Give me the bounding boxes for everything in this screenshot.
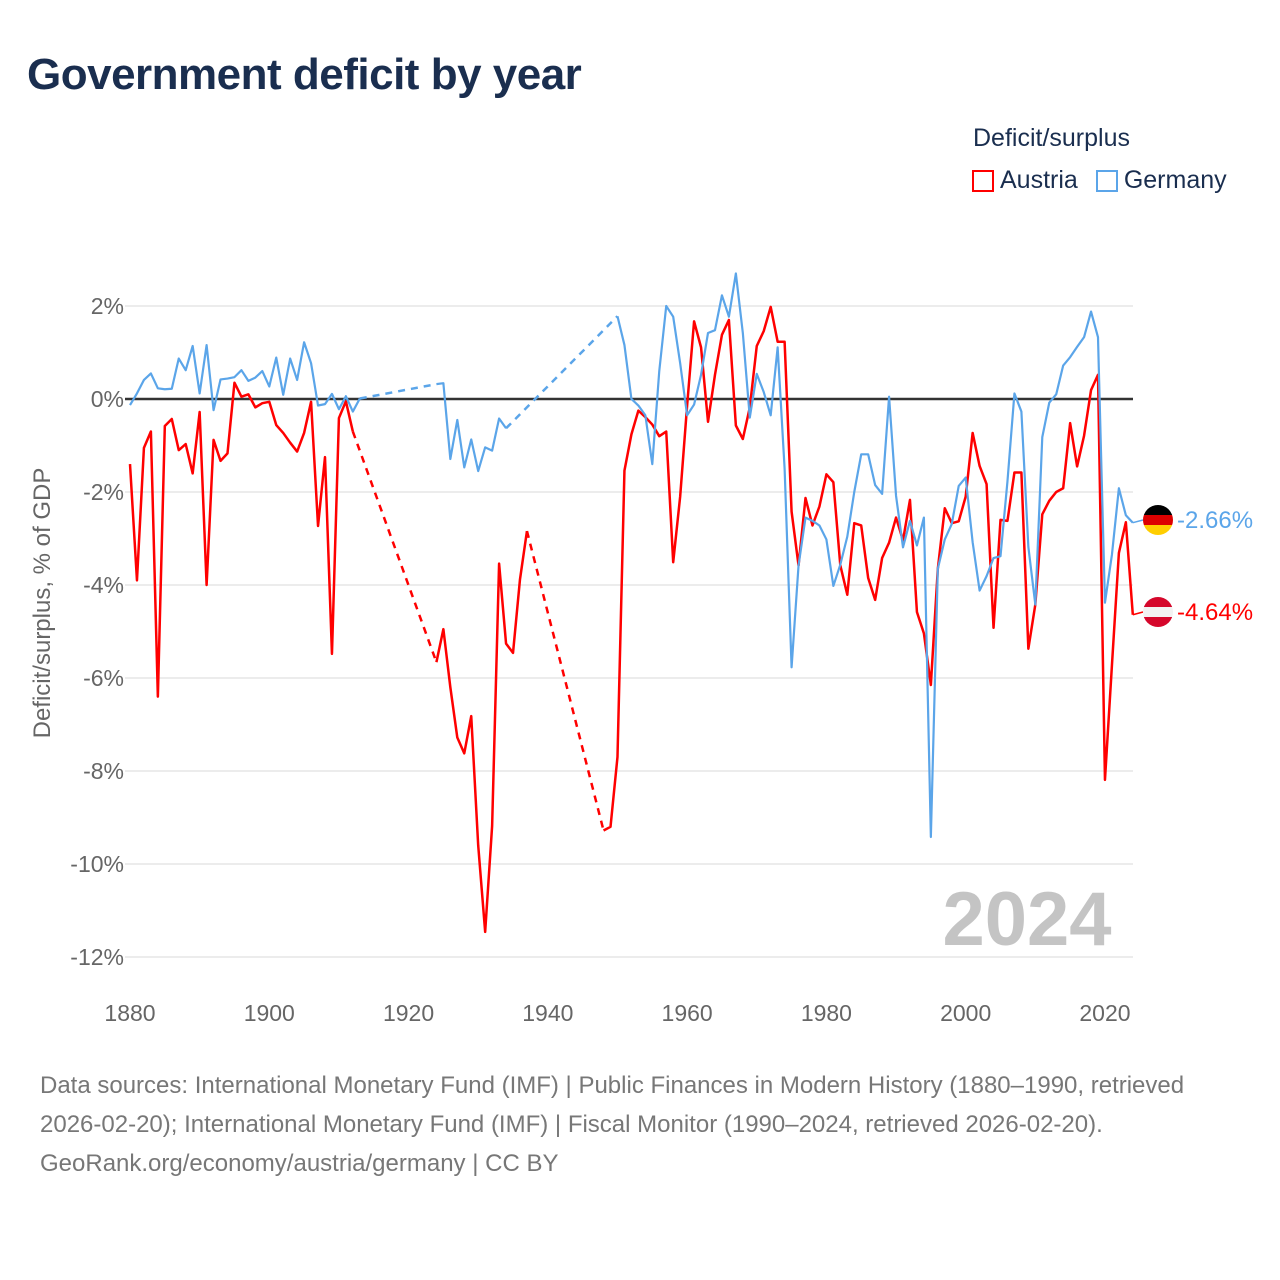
austria-flag-icon bbox=[1143, 597, 1173, 627]
austria-series-line bbox=[435, 530, 529, 934]
germany-flag-icon bbox=[1143, 505, 1173, 535]
germany-end-value: -2.66% bbox=[1177, 507, 1253, 534]
legend: Austria Germany bbox=[972, 166, 1227, 195]
austria-end-connector bbox=[1132, 611, 1144, 616]
legend-label-germany: Germany bbox=[1123, 166, 1227, 194]
austria-gap-dashed-line bbox=[525, 530, 605, 831]
footer: Data sources: International Monetary Fun… bbox=[40, 1066, 1240, 1183]
y-tick-label: -2% bbox=[83, 479, 124, 505]
y-tick-label: 2% bbox=[91, 293, 124, 319]
germany-gap-dashed-line bbox=[505, 315, 619, 430]
data-sources: Data sources: International Monetary Fun… bbox=[40, 1072, 1185, 1138]
germany-end-connector bbox=[1132, 519, 1144, 524]
gridlines bbox=[125, 305, 1133, 958]
x-tick-label: 1960 bbox=[662, 1000, 713, 1026]
germany-series-line bbox=[616, 272, 1134, 839]
germany-gap-dashed-line bbox=[359, 382, 437, 400]
y-tick-label: -10% bbox=[70, 851, 124, 877]
legend-swatch-germany bbox=[1095, 169, 1118, 192]
chart-title: Government deficit by year bbox=[27, 50, 582, 99]
legend-label-austria: Austria bbox=[1000, 166, 1078, 194]
credit-link[interactable]: GeoRank.org/economy/austria/germany | CC… bbox=[40, 1150, 559, 1177]
y-tick-label: 0% bbox=[91, 386, 124, 412]
austria-end-value: -4.64% bbox=[1177, 599, 1253, 626]
x-tick-label: 2020 bbox=[1079, 1000, 1130, 1026]
austria-series-line bbox=[128, 381, 355, 698]
x-tick-label: 1920 bbox=[383, 1000, 434, 1026]
legend-item-germany[interactable]: Germany bbox=[1095, 166, 1227, 195]
y-axis-title: Deficit/surplus, % of GDP bbox=[29, 468, 56, 739]
germany-series-line bbox=[129, 341, 361, 413]
legend-swatch-austria bbox=[972, 169, 994, 192]
x-tick-label: 1900 bbox=[244, 1000, 295, 1026]
y-tick-label: -8% bbox=[83, 758, 124, 784]
year-watermark: 2024 bbox=[942, 877, 1111, 962]
axis-labels: 2% 0% -2% -4% -6% -8% -10% -12% 1880 1900 1920 1940… bbox=[70, 293, 1130, 1026]
germany-series-line bbox=[436, 382, 507, 473]
y-tick-label: -4% bbox=[83, 572, 124, 598]
series-lines bbox=[128, 272, 1144, 934]
y-tick-label: -6% bbox=[83, 665, 124, 691]
x-tick-label: 1940 bbox=[522, 1000, 573, 1026]
y-tick-label: -12% bbox=[70, 944, 124, 970]
legend-title: Deficit/surplus bbox=[973, 124, 1130, 152]
x-tick-label: 1880 bbox=[104, 1000, 155, 1026]
x-tick-label: 2000 bbox=[940, 1000, 991, 1026]
legend-item-austria[interactable]: Austria bbox=[972, 166, 1078, 195]
austria-series-line bbox=[602, 305, 1135, 832]
x-tick-label: 1980 bbox=[801, 1000, 852, 1026]
austria-gap-dashed-line bbox=[351, 431, 438, 663]
